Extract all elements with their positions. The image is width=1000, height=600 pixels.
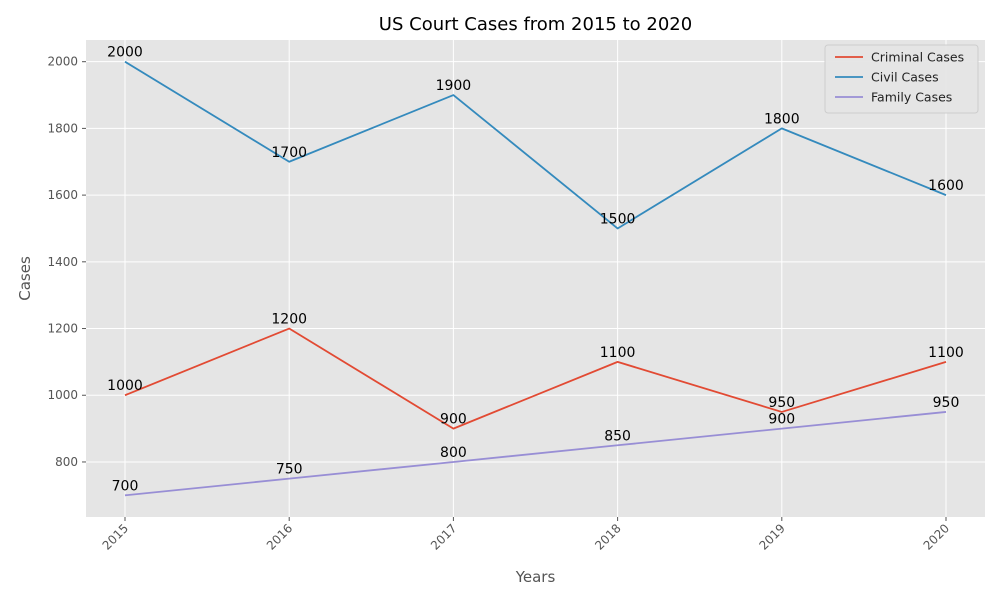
series-lines: [124, 60, 947, 497]
data-label-family-cases: 750: [276, 462, 303, 478]
data-labels: 1000 1200 900 1100 950 1100 2000 1700 1900 1500 18…: [107, 45, 964, 495]
data-label-civil-cases: 1500: [600, 211, 636, 227]
data-label-family-cases: 950: [933, 395, 960, 411]
x-tick-label: 2020: [921, 521, 952, 552]
data-label-criminal-cases: 1200: [271, 312, 307, 328]
legend-label-family-cases: Family Cases: [871, 90, 952, 105]
data-label-criminal-cases: 950: [768, 395, 795, 411]
data-label-criminal-cases: 1000: [107, 378, 143, 394]
y-tick-label: 2000: [47, 55, 78, 69]
data-label-civil-cases: 2000: [107, 45, 143, 61]
series-line-criminal-cases: [124, 327, 947, 430]
legend-label-civil-cases: Civil Cases: [871, 70, 939, 85]
series-line-family-cases: [124, 411, 947, 497]
data-label-civil-cases: 1900: [436, 78, 472, 94]
data-label-family-cases: 900: [768, 412, 795, 428]
x-tick-label: 2019: [756, 521, 787, 552]
data-label-family-cases: 850: [604, 428, 631, 444]
x-tick-label: 2015: [100, 521, 131, 552]
x-axis-label: Years: [515, 568, 556, 586]
data-label-criminal-cases: 900: [440, 412, 467, 428]
series-line-civil-cases: [124, 60, 947, 230]
y-tick-label: 800: [55, 455, 78, 469]
data-label-family-cases: 700: [112, 478, 139, 494]
legend: Criminal Cases Civil Cases Family Cases: [824, 44, 979, 114]
data-label-civil-cases: 1700: [271, 145, 307, 161]
y-axis-label: Cases: [16, 256, 34, 301]
x-tick-label: 2017: [428, 521, 459, 552]
data-label-civil-cases: 1800: [764, 111, 800, 127]
data-label-criminal-cases: 1100: [600, 345, 636, 361]
data-label-criminal-cases: 1100: [928, 345, 964, 361]
y-tick-label: 1800: [47, 121, 78, 135]
legend-box: [824, 44, 979, 114]
data-label-civil-cases: 1600: [928, 178, 964, 194]
y-tick-label: 1600: [47, 188, 78, 202]
chart-title: US Court Cases from 2015 to 2020: [379, 14, 692, 35]
x-tick-label: 2016: [264, 521, 295, 552]
y-tick-label: 1400: [47, 255, 78, 269]
y-tick-label: 1200: [47, 322, 78, 336]
data-label-family-cases: 800: [440, 445, 467, 461]
y-tick-label: 1000: [47, 388, 78, 402]
x-tick-label: 2018: [592, 521, 623, 552]
plot-background: [86, 40, 985, 517]
legend-label-criminal-cases: Criminal Cases: [871, 50, 964, 65]
